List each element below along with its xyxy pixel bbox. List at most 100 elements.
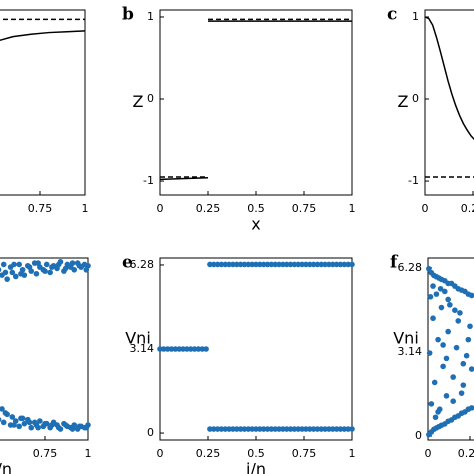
data-point: [283, 261, 290, 268]
data-point: [0, 419, 7, 426]
data-point: [442, 288, 448, 295]
data-point: [457, 310, 463, 316]
data-point: [9, 414, 16, 420]
axes-frame: [424, 9, 474, 196]
data-point: [237, 261, 244, 268]
data-point: [452, 307, 458, 313]
data-point: [207, 261, 213, 268]
panel-letter: b: [122, 5, 134, 25]
data-point: [463, 352, 470, 359]
data-point: [318, 261, 325, 268]
data-point: [199, 346, 206, 352]
data-point: [435, 409, 441, 415]
data-point: [4, 276, 10, 282]
x-tick-label: 0.75: [33, 447, 58, 460]
data-point: [272, 261, 279, 268]
x-tick-label: 1: [82, 202, 89, 215]
data-point: [468, 405, 474, 411]
data-point: [437, 285, 444, 292]
data-point: [427, 294, 434, 300]
data-point: [49, 264, 55, 270]
y-tick-label: 0: [415, 429, 422, 442]
panel-letter: f: [390, 253, 399, 273]
data-point: [450, 374, 457, 380]
data-point: [287, 261, 294, 268]
data-point: [176, 346, 182, 352]
data-point: [349, 426, 355, 432]
data-point: [460, 382, 467, 388]
data-point: [210, 426, 217, 432]
data-point: [11, 261, 17, 268]
y-tick-label: -1: [408, 174, 419, 187]
y-tick-label: 0: [147, 92, 154, 105]
data-point: [218, 426, 225, 432]
data-point: [260, 426, 267, 432]
data-point: [468, 366, 474, 372]
data-point: [268, 261, 275, 268]
data-point: [26, 419, 33, 426]
data-point: [426, 350, 433, 356]
x-tick-label: 0.75: [292, 202, 317, 215]
data-point: [218, 261, 225, 268]
data-point: [180, 346, 186, 352]
x-tick-label: 0.75: [292, 447, 317, 460]
axes-frame: [159, 9, 353, 196]
data-point: [280, 426, 286, 432]
data-point: [291, 426, 298, 432]
axes-frame: [0, 257, 89, 441]
data-point: [222, 426, 229, 432]
y-tick-label: 0: [412, 92, 419, 105]
data-point: [253, 261, 259, 268]
data-point: [43, 261, 50, 268]
data-point: [440, 342, 446, 348]
data-point: [257, 426, 263, 432]
y-axis-label: Z: [398, 92, 409, 111]
data-point: [337, 261, 344, 268]
data-point: [433, 291, 440, 297]
data-point: [291, 261, 298, 268]
y-tick-label: 3.14: [398, 345, 423, 358]
data-point: [458, 390, 465, 396]
data-point: [49, 422, 55, 428]
data-point: [83, 424, 90, 431]
panel-letter: e: [122, 253, 133, 273]
data-point: [35, 424, 41, 431]
data-point: [12, 273, 19, 280]
data-point: [306, 261, 313, 268]
data-point: [230, 261, 236, 268]
data-point: [168, 346, 175, 352]
data-line: [0, 30, 86, 41]
data-point: [314, 261, 321, 268]
data-point: [330, 261, 336, 268]
y-axis-label: Vni: [125, 329, 151, 348]
data-point: [314, 426, 321, 432]
data-point: [440, 363, 446, 370]
x-axis-label: x: [251, 215, 260, 234]
x-tick-label: 1: [349, 202, 356, 215]
data-point: [326, 261, 332, 268]
x-axis-label: i/n: [0, 460, 12, 474]
x-tick-label: 0: [157, 447, 164, 460]
data-point: [249, 426, 255, 432]
data-point: [187, 346, 194, 352]
y-tick-label: 6.28: [398, 261, 423, 274]
y-tick-label: 6.28: [130, 258, 155, 271]
data-point: [0, 406, 5, 412]
data-point: [11, 422, 17, 428]
data-point: [272, 426, 279, 432]
data-point: [341, 426, 348, 432]
data-point: [268, 426, 275, 432]
x-tick-label: 0.25: [458, 447, 474, 460]
data-point: [467, 323, 473, 330]
data-point: [76, 262, 83, 269]
x-tick-label: 0.25: [196, 202, 221, 215]
data-line: [159, 177, 209, 181]
data-point: [230, 426, 236, 432]
data-point: [432, 414, 439, 421]
data-point: [9, 269, 16, 276]
data-point: [431, 379, 438, 386]
data-point: [241, 426, 248, 432]
data-point: [337, 426, 344, 432]
